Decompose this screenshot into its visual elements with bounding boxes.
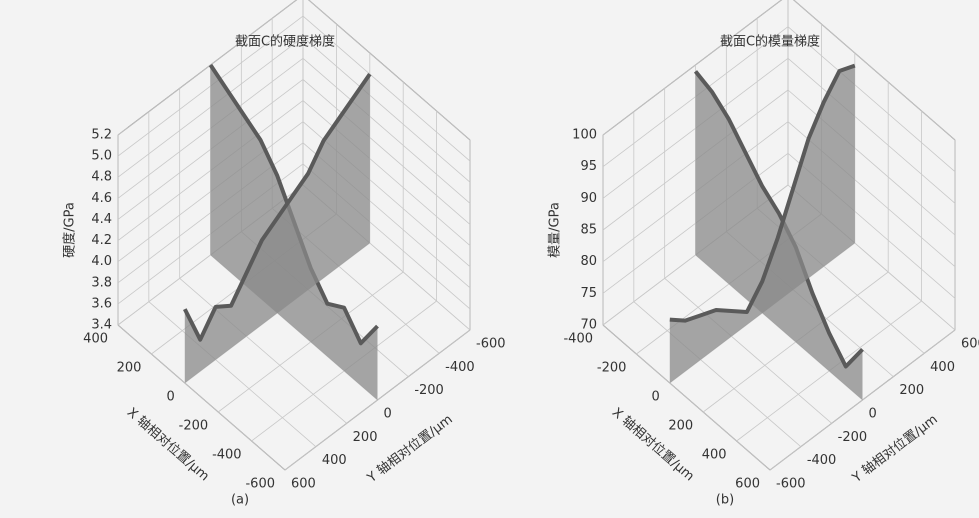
y-tick-label: -600 [476, 337, 506, 352]
z-tick-label: 100 [572, 128, 597, 143]
x-tick-label: -400 [212, 448, 242, 463]
y-tick-label: -400 [807, 453, 837, 468]
z-tick-label: 4.2 [91, 233, 112, 248]
grid-line [787, 89, 956, 236]
grid-line [117, 324, 286, 471]
y-axis-label: Y 轴相对位置/μm [364, 412, 455, 486]
grid-line [302, 79, 471, 225]
y-tick-label: -400 [445, 360, 475, 375]
profile-line [183, 72, 372, 342]
x-tick-label: 600 [735, 477, 760, 492]
z-tick-label: 4.4 [91, 212, 112, 227]
z-tick-label: 4.0 [91, 254, 112, 269]
profile-line [693, 70, 864, 369]
x-tick-label: -200 [179, 419, 209, 434]
z-tick-label: 3.8 [91, 275, 112, 290]
grid-line [633, 301, 802, 447]
grid-line [793, 0, 956, 141]
y-tick-label: 400 [322, 453, 347, 468]
y-tick-label: -200 [414, 383, 444, 398]
y-tick-label: 200 [899, 383, 924, 398]
x-axis-label: X 轴相对位置/μm [609, 405, 697, 484]
chart-title: 截面C的模量梯度 [720, 34, 820, 50]
chart-title: 截面C的硬度梯度 [235, 34, 335, 50]
grid-line [148, 301, 317, 447]
x-tick-label: -200 [597, 361, 627, 376]
x-tick-label: 0 [652, 390, 660, 405]
z-axis-label: 模量/GPa [548, 202, 563, 258]
profile-line [669, 63, 856, 323]
panel-label: (b) [716, 493, 734, 508]
y-tick-label: 400 [930, 360, 955, 375]
z-tick-label: 70 [580, 318, 597, 333]
z-tick-label: 90 [580, 191, 597, 206]
y-axis-label: Y 轴相对位置/μm [849, 412, 940, 486]
x-tick-label: 0 [167, 390, 175, 405]
y-tick-label: 600 [961, 337, 979, 352]
grid-line [308, 0, 471, 141]
z-tick-label: 80 [580, 254, 597, 269]
z-tick-label: 5.0 [91, 149, 112, 164]
z-tick-label: 3.4 [91, 318, 112, 333]
grid-line [302, 15, 471, 162]
panel-label: (a) [231, 493, 249, 508]
grid-line [302, 58, 471, 204]
z-tick-label: 75 [580, 286, 597, 301]
grid-line [787, 26, 956, 172]
z-tick-label: 3.6 [91, 296, 112, 311]
z-tick-label: 4.6 [91, 191, 112, 206]
grid-line [302, 100, 471, 246]
x-tick-label: 200 [668, 419, 693, 434]
z-tick-label: 4.8 [91, 170, 112, 185]
top-edge [792, 0, 956, 141]
grid-line [602, 324, 771, 471]
z-tick-label: 95 [580, 159, 597, 174]
x-tick-label: -600 [245, 477, 275, 492]
x-tick-label: -400 [563, 332, 593, 347]
grid-line [664, 278, 832, 424]
x-tick-label: 200 [117, 361, 142, 376]
y-tick-label: 600 [291, 477, 316, 492]
z-axis-label: 硬度/GPa [62, 202, 78, 258]
y-tick-label: 200 [353, 430, 378, 445]
z-tick-label: 85 [580, 223, 597, 238]
y-tick-label: -200 [838, 430, 868, 445]
y-tick-label: 0 [869, 407, 877, 422]
grid-line [787, 58, 956, 204]
y-tick-label: 0 [384, 407, 392, 422]
y-tick-label: -600 [776, 477, 806, 492]
x-axis-label: X 轴相对位置/μm [124, 405, 212, 484]
z-tick-label: 5.2 [91, 128, 112, 143]
x-tick-label: 400 [702, 448, 727, 463]
x-tick-label: 400 [83, 332, 108, 347]
grid-line [179, 278, 347, 424]
top-edge [307, 0, 471, 141]
grid-line [302, 36, 471, 183]
